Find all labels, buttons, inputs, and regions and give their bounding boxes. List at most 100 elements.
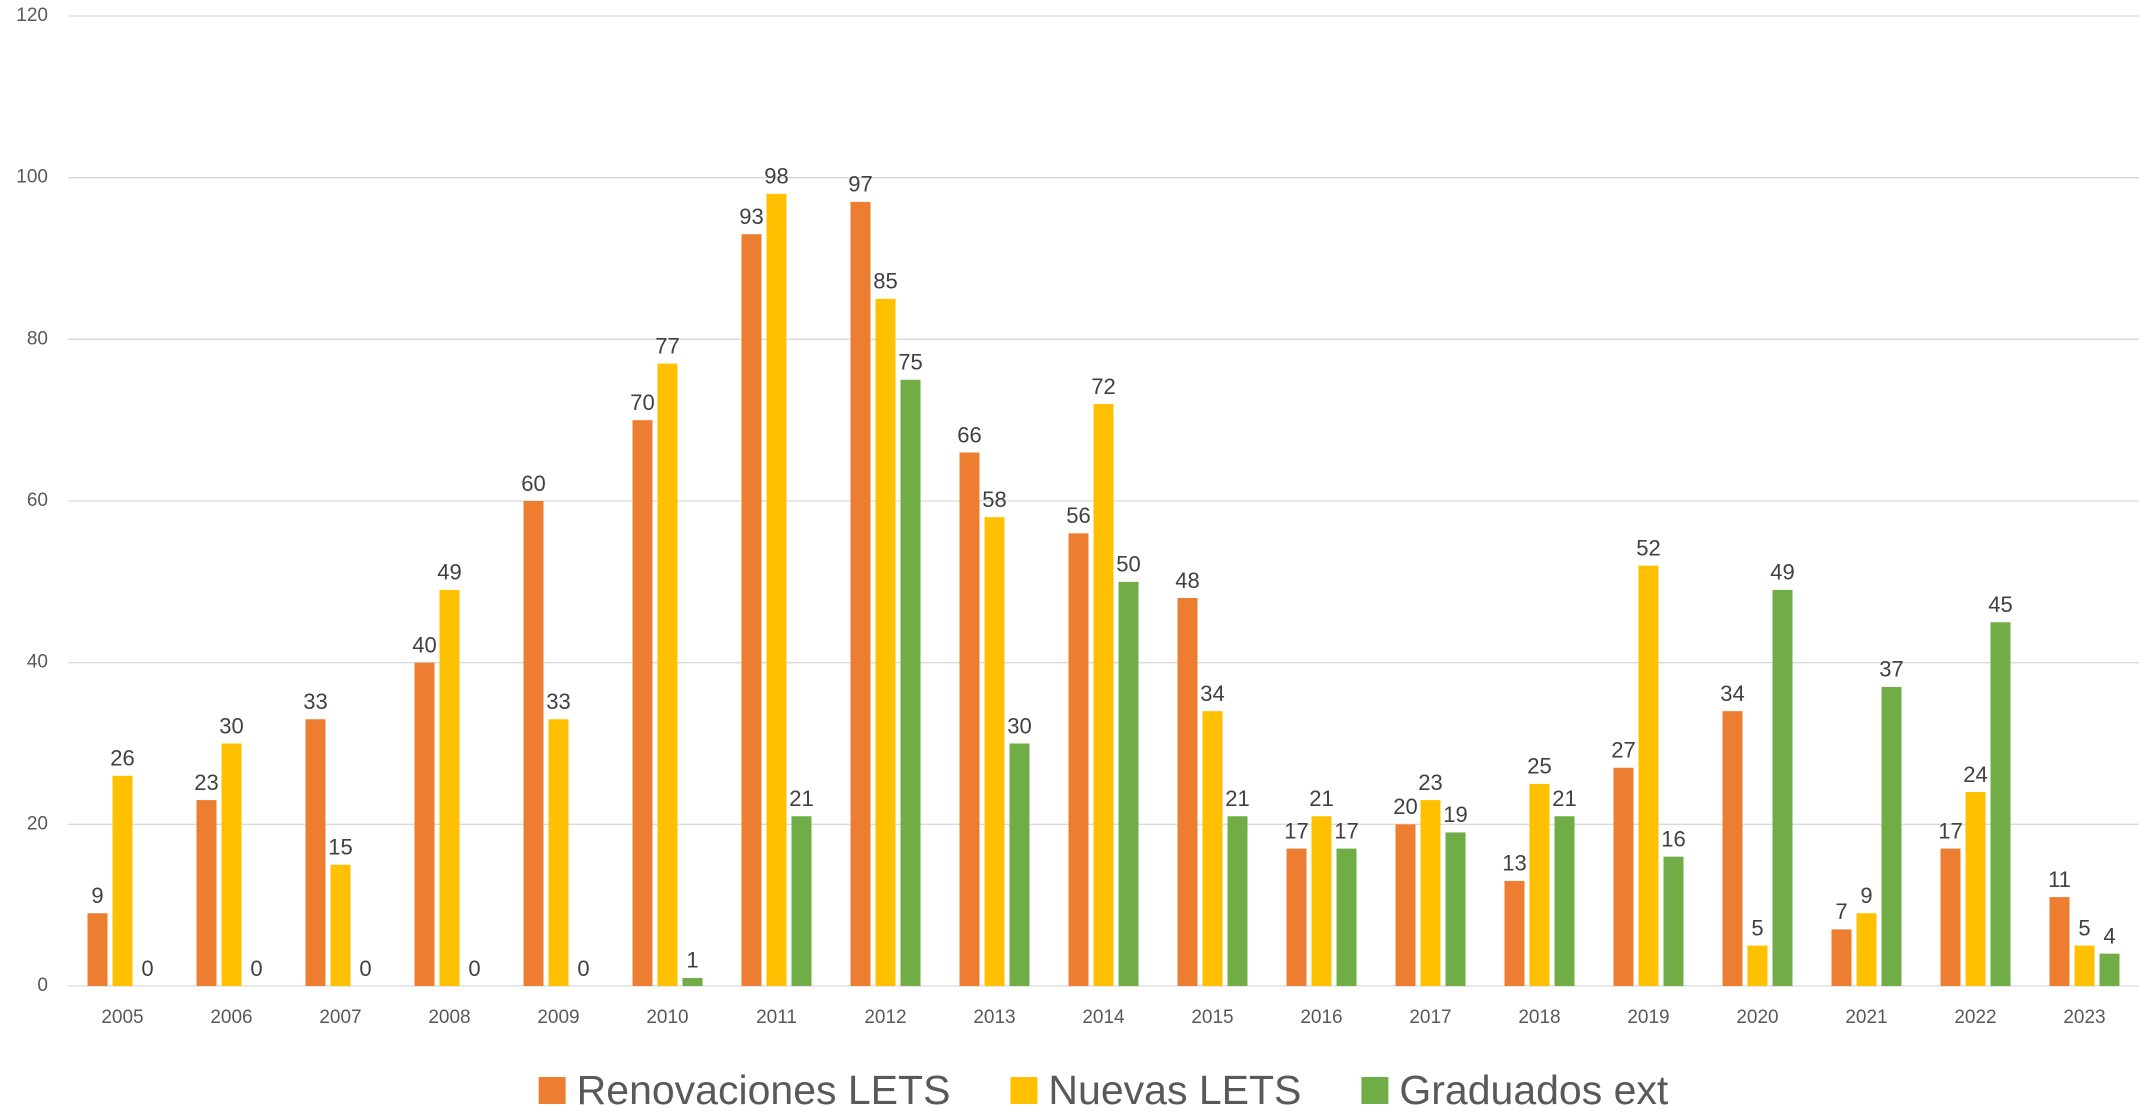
- bar: [1638, 565, 1659, 986]
- x-tick-label: 2007: [319, 1007, 361, 1028]
- bar: [1747, 945, 1768, 986]
- bar: [850, 201, 871, 986]
- y-tick-label: 60: [27, 490, 48, 511]
- bar: [1395, 824, 1416, 986]
- data-label: 30: [1007, 713, 1031, 738]
- x-tick-label: 2013: [973, 1007, 1015, 1028]
- legend-label: Graduados ext: [1399, 1067, 1669, 1113]
- bar: [1504, 880, 1525, 986]
- bar: [1990, 622, 2011, 986]
- data-label: 20: [1393, 794, 1417, 819]
- bar: [1940, 848, 1961, 986]
- y-tick-label: 0: [37, 975, 48, 996]
- bar: [196, 800, 217, 986]
- data-label: 49: [437, 560, 461, 585]
- bar: [548, 719, 569, 986]
- bar: [1227, 816, 1248, 986]
- data-label: 77: [655, 333, 679, 358]
- x-tick-label: 2006: [210, 1007, 252, 1028]
- legend-swatch: [538, 1077, 566, 1104]
- data-label: 0: [577, 956, 589, 981]
- legend-swatch: [1010, 1077, 1038, 1104]
- data-label: 7: [1835, 899, 1847, 924]
- data-label: 40: [412, 632, 436, 657]
- data-label: 33: [303, 689, 327, 714]
- x-tick-label: 2012: [864, 1007, 906, 1028]
- bar: [87, 913, 108, 986]
- x-tick-label: 2016: [1300, 1007, 1342, 1028]
- x-tick-label: 2021: [1845, 1007, 1887, 1028]
- x-tick-label: 2011: [756, 1007, 797, 1028]
- bar: [2049, 897, 2070, 986]
- data-label: 15: [328, 835, 352, 860]
- bar: [1529, 783, 1550, 986]
- bar: [1881, 686, 1902, 986]
- data-label: 25: [1527, 754, 1551, 779]
- data-label: 5: [1751, 915, 1763, 940]
- data-label: 93: [739, 204, 763, 229]
- data-label: 9: [91, 883, 103, 908]
- data-label: 5: [2078, 915, 2090, 940]
- data-label: 30: [219, 713, 243, 738]
- data-label: 24: [1963, 762, 1987, 787]
- bar: [1831, 929, 1852, 986]
- data-label: 4: [2103, 923, 2115, 948]
- data-label: 1: [686, 948, 698, 973]
- data-label: 17: [1938, 818, 1962, 843]
- data-label: 37: [1879, 657, 1903, 682]
- x-tick-label: 2014: [1082, 1007, 1125, 1028]
- bar: [984, 517, 1005, 986]
- data-label: 0: [359, 956, 371, 981]
- x-tick-label: 2015: [1191, 1007, 1233, 1028]
- bar: [1856, 913, 1877, 986]
- bar: [1772, 589, 1793, 986]
- bar: [1177, 598, 1198, 986]
- bar: [875, 298, 896, 987]
- data-label: 48: [1175, 568, 1199, 593]
- data-label: 21: [1552, 786, 1576, 811]
- x-tick-label: 2020: [1736, 1007, 1778, 1028]
- data-label: 34: [1720, 681, 1744, 706]
- data-label: 85: [873, 269, 897, 294]
- data-label: 66: [957, 422, 981, 447]
- bar: [1722, 711, 1743, 986]
- bar: [1093, 404, 1114, 986]
- bar: [1445, 832, 1466, 986]
- bar: [1420, 800, 1441, 986]
- bar: [1009, 743, 1030, 986]
- data-label: 72: [1091, 374, 1115, 399]
- data-label: 75: [898, 350, 922, 375]
- x-tick-label: 2010: [646, 1007, 688, 1028]
- x-tick-label: 2009: [537, 1007, 579, 1028]
- data-label: 13: [1502, 851, 1526, 876]
- bar: [112, 775, 133, 986]
- x-tick-label: 2017: [1409, 1007, 1451, 1028]
- bar: [1118, 581, 1139, 986]
- data-label: 11: [2048, 867, 2071, 892]
- legend-label: Renovaciones LETS: [577, 1067, 951, 1113]
- bar: [741, 234, 762, 986]
- data-label: 16: [1661, 826, 1685, 851]
- bar: [900, 379, 921, 986]
- y-tick-label: 100: [16, 167, 48, 188]
- data-label: 27: [1611, 738, 1635, 763]
- bar: [657, 363, 678, 986]
- x-tick-label: 2008: [428, 1007, 470, 1028]
- bar: [414, 662, 435, 986]
- x-tick-label: 2018: [1518, 1007, 1560, 1028]
- bar: [1311, 816, 1332, 986]
- data-label: 23: [1418, 770, 1442, 795]
- data-label: 52: [1636, 535, 1660, 560]
- data-label: 58: [982, 487, 1006, 512]
- bar: [682, 977, 703, 986]
- y-tick-label: 20: [27, 813, 48, 834]
- data-label: 26: [110, 746, 134, 771]
- data-label: 33: [546, 689, 570, 714]
- bar: [1202, 711, 1223, 986]
- legend-swatch: [1361, 1077, 1389, 1104]
- bar: [632, 420, 653, 987]
- data-label: 50: [1116, 552, 1140, 577]
- data-label: 19: [1443, 802, 1467, 827]
- y-tick-label: 120: [16, 5, 48, 26]
